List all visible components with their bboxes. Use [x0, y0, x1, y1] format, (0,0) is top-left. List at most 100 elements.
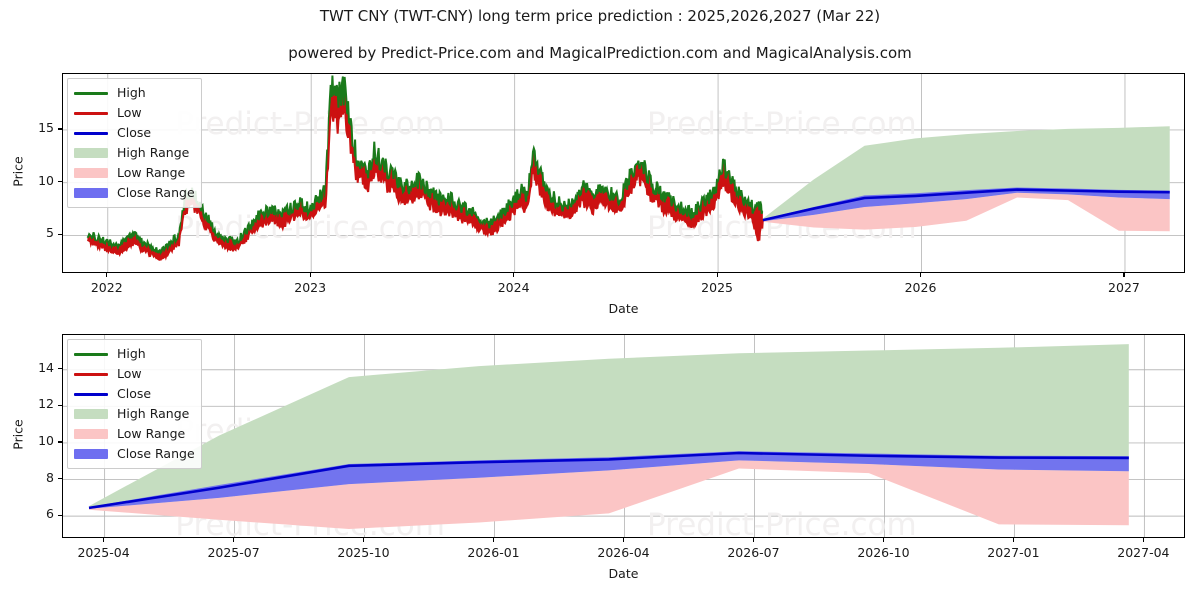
x-tick-mark — [309, 273, 311, 277]
legend-line-swatch — [73, 126, 109, 140]
legend-line-swatch — [73, 347, 109, 361]
page-title: TWT CNY (TWT-CNY) long term price predic… — [319, 7, 881, 25]
legend-patch-swatch — [73, 447, 109, 461]
svg-text:Predict-Price.com: Predict-Price.com — [647, 507, 917, 538]
swatch — [74, 112, 108, 115]
legend-item-label: Close Range — [117, 185, 195, 200]
legend-item-label: Low — [117, 366, 142, 381]
swatch — [74, 409, 108, 419]
y-tick-label: 10 — [38, 172, 54, 188]
x-tick-label: 2026-07 — [727, 545, 780, 560]
x-tick-mark — [752, 538, 755, 542]
x-tick-label: 2025-07 — [207, 545, 260, 560]
legend-item-high: High — [73, 344, 195, 364]
x-tick-mark — [233, 538, 235, 542]
legend-item-high-range: High Range — [73, 404, 195, 424]
x-tick-mark — [716, 273, 718, 277]
x-tick-mark — [623, 538, 625, 542]
y-tick-label: 6 — [46, 506, 54, 522]
legend-item-label: Close — [117, 386, 152, 401]
legend-item-low: Low — [73, 364, 195, 384]
legend-patch-swatch — [73, 407, 109, 421]
swatch — [74, 449, 108, 459]
top-y-axis-label: Price — [10, 156, 26, 187]
legend-item-low-range: Low Range — [73, 163, 195, 183]
legend-item-label: Low Range — [117, 426, 186, 441]
bottom-legend: High Low Close High Range Low Range Close Ran… — [67, 339, 202, 469]
legend-item-label: Low — [117, 105, 142, 120]
x-tick-label: 2027-01 — [987, 545, 1040, 560]
x-tick-mark — [363, 538, 365, 542]
svg-text:Predict-Price.com: Predict-Price.com — [175, 106, 445, 142]
y-tick-mark — [58, 478, 62, 480]
x-tick-mark — [103, 538, 105, 542]
legend-item-high: High — [73, 83, 195, 103]
legend-item-close: Close — [73, 384, 195, 404]
x-tick-mark — [1123, 273, 1125, 277]
swatch — [74, 353, 108, 356]
swatch — [74, 373, 108, 376]
x-tick-label: 2025-10 — [337, 545, 390, 560]
legend-patch-swatch — [73, 146, 109, 160]
y-tick-mark — [58, 514, 62, 516]
legend-line-swatch — [73, 387, 109, 401]
x-tick-label: 2022 — [90, 280, 123, 295]
legend-item-high-range: High Range — [73, 143, 195, 163]
y-tick-label: 5 — [46, 225, 54, 241]
legend-line-swatch — [73, 86, 109, 100]
legend-patch-swatch — [73, 427, 109, 441]
x-tick-label: 2026-01 — [467, 545, 520, 560]
top-x-axis-label: Date — [608, 301, 639, 316]
page-subtitle: powered by Predict-Price.com and Magical… — [288, 44, 912, 62]
legend-item-label: Low Range — [117, 165, 186, 180]
swatch — [74, 429, 108, 439]
x-tick-label: 2026-04 — [597, 545, 650, 560]
bottom-plot-svg: Predict-Price.comPredict-Price.comPredic… — [63, 335, 1184, 538]
swatch — [74, 168, 108, 178]
legend-item-close-range: Close Range — [73, 444, 195, 464]
top-legend: High Low Close High Range Low Range Close Ran… — [67, 78, 202, 208]
swatch — [74, 148, 108, 158]
x-tick-label: 2027-04 — [1117, 545, 1170, 560]
x-tick-label: 2027 — [1108, 280, 1140, 295]
swatch — [74, 132, 108, 135]
legend-item-label: Close — [117, 125, 152, 140]
legend-item-label: High Range — [117, 145, 190, 160]
top-plot-svg: Predict-Price.com Predict-Price.comPredic… — [63, 74, 1184, 272]
y-tick-label: 14 — [38, 359, 54, 375]
legend-item-close: Close — [73, 123, 195, 143]
x-tick-label: 2025-04 — [77, 545, 130, 560]
swatch — [74, 393, 108, 396]
x-tick-mark — [882, 538, 885, 542]
top-plot-area: Predict-Price.com Predict-Price.com Predic… — [62, 73, 1185, 273]
swatch — [74, 188, 108, 198]
swatch — [74, 92, 108, 95]
legend-patch-swatch — [73, 166, 109, 180]
legend-item-label: High — [117, 346, 146, 361]
x-tick-label: 2024 — [497, 280, 530, 295]
y-tick-mark — [58, 181, 62, 183]
y-tick-label: 15 — [38, 119, 54, 135]
legend-item-label: Close Range — [117, 446, 195, 461]
bottom-plot-area: Predict-Price.comPredict-Price.comPredic… — [62, 334, 1185, 538]
legend-item-label: High Range — [117, 406, 190, 421]
y-tick-label: 12 — [38, 396, 54, 412]
x-tick-mark — [1142, 538, 1145, 542]
x-tick-label: 2025 — [701, 280, 733, 295]
y-tick-label: 8 — [46, 469, 54, 485]
y-tick-mark — [58, 404, 62, 407]
svg-text:Predict-Price.com: Predict-Price.com — [647, 106, 917, 142]
x-tick-mark — [513, 273, 515, 277]
legend-item-low: Low — [73, 103, 195, 123]
y-tick-mark — [58, 233, 62, 236]
legend-item-low-range: Low Range — [73, 424, 195, 444]
x-tick-label: 2026 — [904, 280, 937, 295]
legend-line-swatch — [73, 367, 109, 381]
x-tick-mark — [1012, 538, 1015, 542]
x-tick-mark — [106, 273, 108, 277]
bottom-x-axis-label: Date — [608, 566, 639, 581]
legend-patch-swatch — [73, 186, 109, 200]
y-tick-label: 10 — [38, 432, 54, 448]
x-tick-label: 2026-10 — [857, 545, 910, 560]
